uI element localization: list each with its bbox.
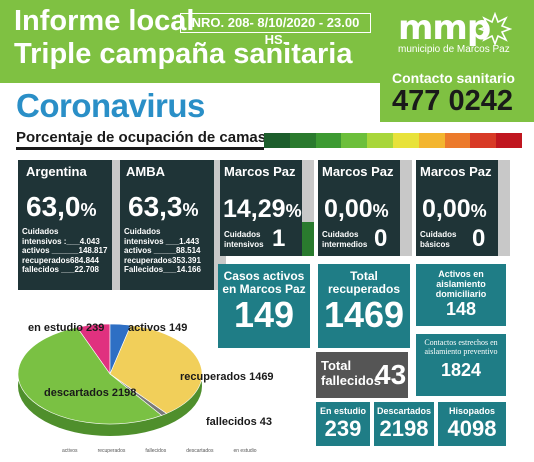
deaths-card: Total fallecidos 43	[316, 352, 408, 398]
contacts-value: 1824	[440, 360, 482, 380]
deaths-value: 43	[375, 359, 407, 390]
pie-label-recuperados: recuperados 1469	[180, 371, 274, 383]
scale-segment	[444, 133, 471, 148]
scale-segment	[341, 133, 368, 148]
region-details: Cuidados intensivos :___4.043 activos ____…	[22, 227, 108, 274]
discarded-value: 2198	[379, 416, 429, 441]
legend-entry: recuperados	[97, 448, 126, 454]
report-number-badge: NRO. 208- 8/10/2020 - 23.00 HS.	[180, 13, 371, 47]
occupancy-color-scale	[264, 133, 522, 148]
active-cases-label: Casos activos en Marcos Paz	[222, 269, 306, 296]
occupancy-gauge	[302, 160, 314, 256]
contact-number: 477 0242	[392, 85, 513, 117]
swabs-card: Hisopados 4098	[438, 402, 506, 446]
recovered-card: Total recuperados 1469	[318, 264, 410, 348]
local-count: 0	[472, 225, 486, 252]
recovered-label: Total recuperados	[327, 269, 401, 296]
occupancy-gauge	[400, 160, 412, 256]
occupancy-title: Porcentaje de ocupación de camas	[16, 129, 267, 146]
deaths-label: Total fallecidos	[321, 358, 381, 388]
pie-label-descartados: descartados 2198	[44, 387, 136, 399]
local-panel-intermediate: Marcos Paz 0,00% Cuidados intermedios 0	[318, 160, 400, 256]
region-panel-argentina: Argentina 63,0% Cuidados intensivos :___4…	[18, 160, 112, 290]
pie-slice-recuperados	[109, 324, 203, 414]
scale-segment	[289, 133, 316, 148]
scale-segment	[264, 133, 290, 148]
swabs-value: 4098	[447, 416, 497, 441]
scale-segment	[367, 133, 393, 148]
active-cases-value: 149	[233, 294, 295, 335]
section-title: Coronavirus	[16, 87, 205, 124]
scale-segment	[315, 133, 342, 148]
header-title-line2: Triple campaña sanitaria	[14, 38, 353, 70]
local-count: 1	[272, 225, 286, 252]
pie-legend: activos recuperados fallecidos descartados e…	[62, 448, 257, 454]
local-percentage: 14,29%	[223, 195, 302, 223]
cases-pie-chart: en estudio 239 activos 149 recuperados 146…	[17, 322, 274, 436]
occupancy-underline	[16, 147, 264, 150]
local-percentage: 0,00%	[422, 195, 487, 223]
local-percentage: 0,00%	[324, 195, 389, 223]
legend-entry: descartados	[186, 448, 214, 454]
scale-segment	[392, 133, 419, 148]
in-study-label: En estudio	[319, 406, 366, 416]
swabs-label: Hisopados	[448, 406, 495, 416]
leaf-icon	[478, 12, 512, 46]
active-cases-card: Casos activos en Marcos Paz 149	[218, 264, 310, 348]
header-title-line1: Informe local	[14, 5, 195, 37]
local-care-label: Cuidados intermedios	[322, 230, 368, 249]
home-isolation-label: Activos en aislamiento domiciliario	[435, 269, 487, 299]
legend-entry: fallecidos	[145, 448, 167, 454]
scale-segment	[496, 133, 522, 148]
local-panel-basic: Marcos Paz 0,00% Cuidados básicos 0	[416, 160, 498, 256]
municipality-logo: mmp	[398, 8, 491, 48]
local-care-label: Cuidados intensivos	[224, 230, 264, 249]
local-care-label: Cuidados básicos	[420, 230, 457, 249]
occupancy-gauge	[498, 160, 510, 256]
region-details: Cuidados intensivos ___1.443 activos _____…	[124, 227, 201, 274]
legend-entry: en estudio	[233, 448, 257, 454]
pie-label-activos: activos 149	[128, 322, 187, 334]
local-name: Marcos Paz	[224, 164, 296, 179]
contact-label: Contacto sanitario	[392, 70, 515, 86]
discarded-label: Descartados	[376, 406, 432, 416]
in-study-card: En estudio 239	[316, 402, 370, 446]
contacts-label: Contactos estrechos en aislamiento preve…	[424, 338, 498, 356]
local-panel-intensive: Marcos Paz 14,29% Cuidados intensivos 1	[220, 160, 302, 256]
pie-slice-descartados	[17, 326, 163, 425]
legend-entry: activos	[62, 448, 78, 454]
scale-segment	[418, 133, 445, 148]
home-isolation-card: Activos en aislamiento domiciliario 148	[416, 264, 506, 326]
region-name: AMBA	[126, 164, 165, 179]
contacts-card: Contactos estrechos en aislamiento preve…	[416, 334, 506, 396]
local-count: 0	[374, 225, 388, 252]
region-panel-amba: AMBA 63,3% Cuidados intensivos ___1.443 ac…	[120, 160, 214, 290]
home-isolation-value: 148	[445, 299, 477, 319]
scale-segment	[470, 133, 497, 148]
discarded-card: Descartados 2198	[374, 402, 434, 446]
local-name: Marcos Paz	[322, 164, 394, 179]
region-percentage: 63,3%	[128, 191, 199, 222]
municipality-name: municipio de Marcos Paz	[398, 44, 510, 55]
region-name: Argentina	[26, 164, 87, 179]
in-study-value: 239	[324, 416, 362, 441]
pie-label-en-estudio: en estudio 239	[28, 322, 104, 334]
recovered-value: 1469	[323, 294, 405, 335]
pie-label-fallecidos: fallecidos 43	[206, 416, 272, 428]
contact-box	[380, 60, 534, 122]
region-percentage: 63,0%	[26, 191, 97, 222]
local-name: Marcos Paz	[420, 164, 492, 179]
